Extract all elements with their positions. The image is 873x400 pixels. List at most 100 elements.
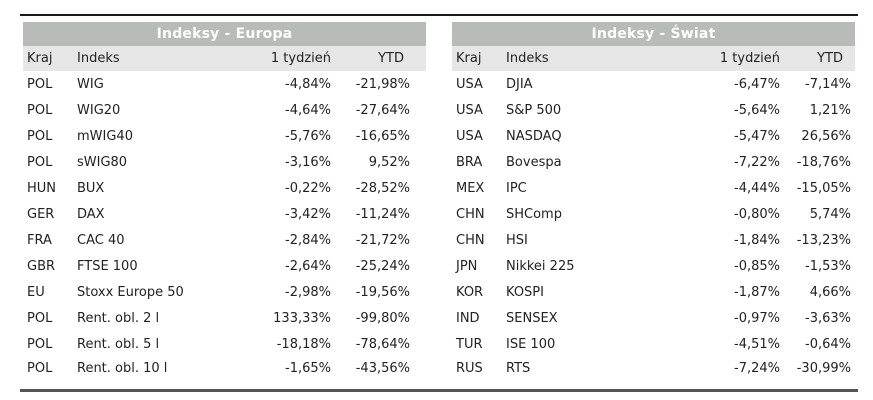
- cell-ytd-change: 4,66%: [809, 284, 851, 300]
- table-row: POL Rent. obl. 10 l -1,65% -43,56%: [23, 357, 426, 379]
- cell-ytd-change: -99,80%: [355, 310, 410, 326]
- cell-kraj: TUR: [456, 336, 483, 352]
- cell-indeks: IPC: [506, 180, 527, 196]
- cell-indeks: NASDAQ: [506, 128, 562, 144]
- cell-kraj: USA: [456, 76, 483, 92]
- cell-kraj: CHN: [456, 232, 485, 248]
- cell-ytd-change: 1,21%: [809, 102, 851, 118]
- cell-kraj: JPN: [456, 258, 478, 274]
- table-row: HUN BUX -0,22% -28,52%: [23, 175, 426, 201]
- cell-week-change: -5,47%: [734, 128, 780, 144]
- table-row: POL Rent. obl. 2 l 133,33% -99,80%: [23, 305, 426, 331]
- cell-week-change: -4,84%: [285, 76, 331, 92]
- europe-header-row: Kraj Indeks 1 tydzień YTD: [23, 46, 426, 71]
- cell-indeks: FTSE 100: [77, 258, 138, 274]
- table-row: USA DJIA -6,47% -7,14%: [452, 71, 855, 97]
- column-header-indeks: Indeks: [506, 51, 549, 66]
- cell-ytd-change: 26,56%: [801, 128, 851, 144]
- cell-kraj: POL: [27, 128, 53, 144]
- cell-kraj: USA: [456, 128, 483, 144]
- cell-indeks: sWIG80: [77, 154, 128, 170]
- cell-week-change: -0,97%: [734, 310, 780, 326]
- cell-week-change: -4,44%: [734, 180, 780, 196]
- cell-ytd-change: -43,56%: [355, 360, 410, 376]
- cell-kraj: POL: [27, 336, 53, 352]
- cell-ytd-change: -30,99%: [796, 360, 851, 376]
- world-indices-table: Indeksy - Świat Kraj Indeks 1 tydzień YT…: [452, 22, 855, 379]
- cell-ytd-change: -25,24%: [355, 258, 410, 274]
- cell-ytd-change: -7,14%: [805, 76, 851, 92]
- cell-ytd-change: -21,72%: [355, 232, 410, 248]
- table-row: JPN Nikkei 225 -0,85% -1,53%: [452, 253, 855, 279]
- table-row: POL Rent. obl. 5 l -18,18% -78,64%: [23, 331, 426, 357]
- bottom-rule: [20, 389, 858, 392]
- table-row: POL WIG -4,84% -21,98%: [23, 71, 426, 97]
- cell-kraj: HUN: [27, 180, 57, 196]
- cell-indeks: BUX: [77, 180, 105, 196]
- cell-ytd-change: -27,64%: [355, 102, 410, 118]
- cell-ytd-change: 5,74%: [809, 206, 851, 222]
- cell-week-change: -0,85%: [734, 258, 780, 274]
- cell-week-change: -4,64%: [285, 102, 331, 118]
- cell-ytd-change: -16,65%: [355, 128, 410, 144]
- column-header-week: 1 tydzień: [719, 51, 780, 66]
- cell-indeks: WIG20: [77, 102, 121, 118]
- table-row: RUS RTS -7,24% -30,99%: [452, 357, 855, 379]
- cell-week-change: -1,84%: [734, 232, 780, 248]
- cell-ytd-change: -19,56%: [355, 284, 410, 300]
- table-row: KOR KOSPI -1,87% 4,66%: [452, 279, 855, 305]
- cell-week-change: -2,84%: [285, 232, 331, 248]
- table-row: GBR FTSE 100 -2,64% -25,24%: [23, 253, 426, 279]
- cell-kraj: USA: [456, 102, 483, 118]
- cell-ytd-change: -28,52%: [355, 180, 410, 196]
- table-row: CHN HSI -1,84% -13,23%: [452, 227, 855, 253]
- world-table-title: Indeksy - Świat: [452, 22, 855, 46]
- cell-week-change: -18,18%: [276, 336, 331, 352]
- cell-week-change: -0,22%: [285, 180, 331, 196]
- table-row: TUR ISE 100 -4,51% -0,64%: [452, 331, 855, 357]
- cell-kraj: CHN: [456, 206, 485, 222]
- cell-kraj: POL: [27, 310, 53, 326]
- cell-ytd-change: -15,05%: [796, 180, 851, 196]
- cell-week-change: -3,16%: [285, 154, 331, 170]
- cell-indeks: Rent. obl. 5 l: [77, 336, 160, 352]
- europe-indices-table: Indeksy - Europa Kraj Indeks 1 tydzień Y…: [23, 22, 426, 379]
- cell-week-change: -5,64%: [734, 102, 780, 118]
- cell-kraj: KOR: [456, 284, 484, 300]
- cell-indeks: RTS: [506, 360, 531, 376]
- table-row: BRA Bovespa -7,22% -18,76%: [452, 149, 855, 175]
- cell-indeks: DAX: [77, 206, 105, 222]
- cell-week-change: 133,33%: [273, 310, 331, 326]
- cell-week-change: -2,98%: [285, 284, 331, 300]
- cell-kraj: GBR: [27, 258, 56, 274]
- cell-week-change: -6,47%: [734, 76, 780, 92]
- world-header-row: Kraj Indeks 1 tydzień YTD: [452, 46, 855, 71]
- cell-kraj: RUS: [456, 360, 483, 376]
- cell-week-change: -2,64%: [285, 258, 331, 274]
- cell-kraj: BRA: [456, 154, 483, 170]
- europe-table-title: Indeksy - Europa: [23, 22, 426, 46]
- cell-ytd-change: -0,64%: [805, 336, 851, 352]
- column-header-week: 1 tydzień: [270, 51, 331, 66]
- cell-ytd-change: -13,23%: [796, 232, 851, 248]
- cell-kraj: POL: [27, 102, 53, 118]
- cell-indeks: Nikkei 225: [506, 258, 575, 274]
- world-rows: USA DJIA -6,47% -7,14% USA S&P 500 -5,64% 1,21%…: [452, 71, 855, 379]
- column-header-indeks: Indeks: [77, 51, 120, 66]
- europe-rows: POL WIG -4,84% -21,98% POL WIG20 -4,64% -27,64%…: [23, 71, 426, 379]
- cell-indeks: SHComp: [506, 206, 562, 222]
- cell-kraj: POL: [27, 154, 53, 170]
- cell-kraj: EU: [27, 284, 45, 300]
- cell-ytd-change: -78,64%: [355, 336, 410, 352]
- table-row: IND SENSEX -0,97% -3,63%: [452, 305, 855, 331]
- cell-week-change: -3,42%: [285, 206, 331, 222]
- table-row: FRA CAC 40 -2,84% -21,72%: [23, 227, 426, 253]
- table-row: POL mWIG40 -5,76% -16,65%: [23, 123, 426, 149]
- column-header-kraj: Kraj: [456, 51, 482, 66]
- cell-indeks: DJIA: [506, 76, 533, 92]
- cell-kraj: MEX: [456, 180, 485, 196]
- cell-week-change: -1,65%: [285, 360, 331, 376]
- cell-week-change: -1,87%: [734, 284, 780, 300]
- cell-indeks: HSI: [506, 232, 528, 248]
- cell-ytd-change: -1,53%: [805, 258, 851, 274]
